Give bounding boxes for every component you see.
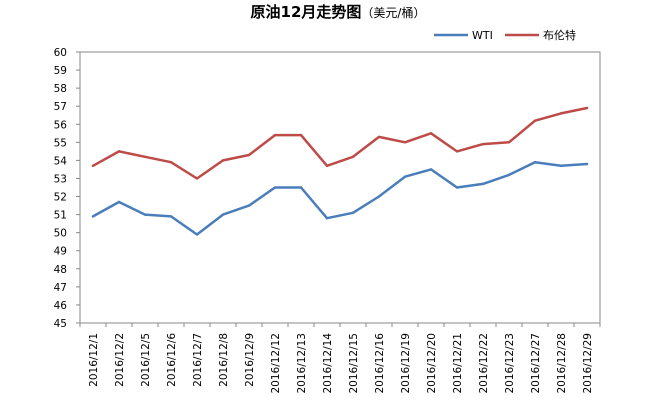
data-point-wti bbox=[507, 173, 511, 177]
x-tick-label: 2016/12/22 bbox=[478, 333, 490, 394]
data-point-brent bbox=[351, 155, 355, 158]
x-tick-label: 2016/12/16 bbox=[374, 333, 386, 394]
y-tick-label: 53 bbox=[54, 173, 67, 185]
y-tick-label: 48 bbox=[54, 264, 67, 276]
x-tick-label: 2016/12/19 bbox=[400, 333, 412, 394]
x-tick-label: 2016/12/12 bbox=[270, 333, 282, 394]
y-tick-label: 52 bbox=[54, 192, 67, 204]
data-point-wti bbox=[195, 233, 199, 236]
data-point-brent bbox=[455, 150, 459, 153]
data-point-wti bbox=[273, 186, 277, 189]
data-point-brent bbox=[429, 132, 433, 135]
data-point-brent bbox=[533, 119, 537, 122]
y-tick-label: 59 bbox=[54, 65, 67, 77]
x-tick-label: 2016/12/29 bbox=[582, 333, 594, 394]
data-point-brent bbox=[273, 133, 277, 137]
x-tick-label: 2016/12/9 bbox=[244, 333, 256, 387]
data-point-wti bbox=[143, 213, 147, 216]
y-tick-label: 45 bbox=[54, 318, 67, 330]
legend: WTI 布伦特 bbox=[434, 28, 576, 42]
data-point-brent bbox=[559, 112, 563, 115]
x-tick-label: 2016/12/20 bbox=[426, 333, 438, 394]
data-point-wti bbox=[299, 186, 303, 189]
data-point-brent bbox=[221, 159, 225, 162]
y-tick-label: 60 bbox=[54, 47, 67, 59]
y-tick-label: 47 bbox=[54, 282, 67, 294]
data-point-wti bbox=[351, 211, 355, 214]
series-line-wti bbox=[91, 160, 589, 236]
data-point-brent bbox=[91, 164, 95, 168]
data-point-wti bbox=[221, 213, 225, 216]
data-point-brent bbox=[403, 141, 407, 144]
data-point-wti bbox=[247, 204, 251, 207]
data-point-wti bbox=[377, 195, 381, 198]
data-point-brent bbox=[585, 106, 589, 110]
data-point-brent bbox=[143, 155, 147, 158]
data-point-brent bbox=[481, 142, 485, 146]
data-point-brent bbox=[117, 150, 121, 153]
y-axis-ticks: 45 46 47 48 49 50 51 52 53 54 55 56 57 58 59 60 bbox=[54, 47, 80, 330]
y-tick-label: 57 bbox=[54, 101, 67, 113]
data-point-brent bbox=[169, 161, 173, 164]
y-tick-label: 49 bbox=[54, 246, 67, 258]
x-tick-label: 2016/12/5 bbox=[140, 333, 152, 387]
x-tick-label: 2016/12/6 bbox=[166, 333, 178, 387]
series-line-brent bbox=[91, 106, 589, 180]
data-point-brent bbox=[247, 153, 251, 157]
y-tick-label: 56 bbox=[54, 119, 68, 131]
data-point-wti bbox=[429, 168, 433, 171]
chart-title-unit: （美元/桶） bbox=[361, 5, 425, 20]
y-tick-label: 58 bbox=[54, 83, 67, 95]
x-tick-label: 2016/12/7 bbox=[192, 333, 204, 387]
y-tick-label: 51 bbox=[54, 210, 67, 222]
y-tick-label: 55 bbox=[54, 137, 67, 149]
x-tick-label: 2016/12/2 bbox=[114, 333, 126, 387]
y-tick-label: 50 bbox=[54, 228, 67, 240]
x-tick-label: 2016/12/28 bbox=[556, 333, 568, 394]
x-tick-label: 2016/12/1 bbox=[88, 333, 100, 387]
data-point-wti bbox=[403, 175, 407, 178]
chart-title-main: 原油12月走势图 bbox=[251, 3, 362, 21]
chart-title: 原油12月走势图（美元/桶） bbox=[251, 3, 426, 21]
x-tick-label: 2016/12/13 bbox=[296, 333, 308, 394]
x-tick-label: 2016/12/8 bbox=[218, 333, 230, 387]
y-tick-label: 54 bbox=[54, 155, 68, 167]
data-point-wti bbox=[559, 164, 563, 168]
data-point-brent bbox=[325, 164, 329, 168]
data-point-brent bbox=[195, 177, 199, 180]
legend-label-brent: 布伦特 bbox=[543, 28, 576, 42]
legend-label-wti: WTI bbox=[472, 29, 493, 42]
data-point-wti bbox=[117, 200, 121, 204]
data-point-wti bbox=[585, 162, 589, 166]
series-layer bbox=[91, 106, 589, 236]
x-axis-ticks: 2016/12/1 2016/12/2 2016/12/5 2016/12/6 2016… bbox=[79, 323, 601, 394]
x-tick-label: 2016/12/23 bbox=[504, 333, 516, 394]
data-point-wti bbox=[455, 186, 459, 189]
data-point-wti bbox=[481, 182, 485, 186]
data-point-wti bbox=[169, 215, 173, 218]
x-tick-label: 2016/12/15 bbox=[348, 333, 360, 394]
x-tick-label: 2016/12/14 bbox=[322, 333, 334, 394]
data-point-brent bbox=[507, 141, 511, 144]
data-point-brent bbox=[377, 135, 381, 139]
data-point-wti bbox=[533, 161, 537, 164]
x-tick-label: 2016/12/27 bbox=[530, 333, 542, 394]
data-point-wti bbox=[325, 217, 329, 220]
x-tick-label: 2016/12/21 bbox=[452, 333, 464, 394]
data-point-wti bbox=[91, 215, 95, 218]
y-tick-label: 46 bbox=[54, 300, 68, 312]
data-point-brent bbox=[299, 133, 303, 137]
